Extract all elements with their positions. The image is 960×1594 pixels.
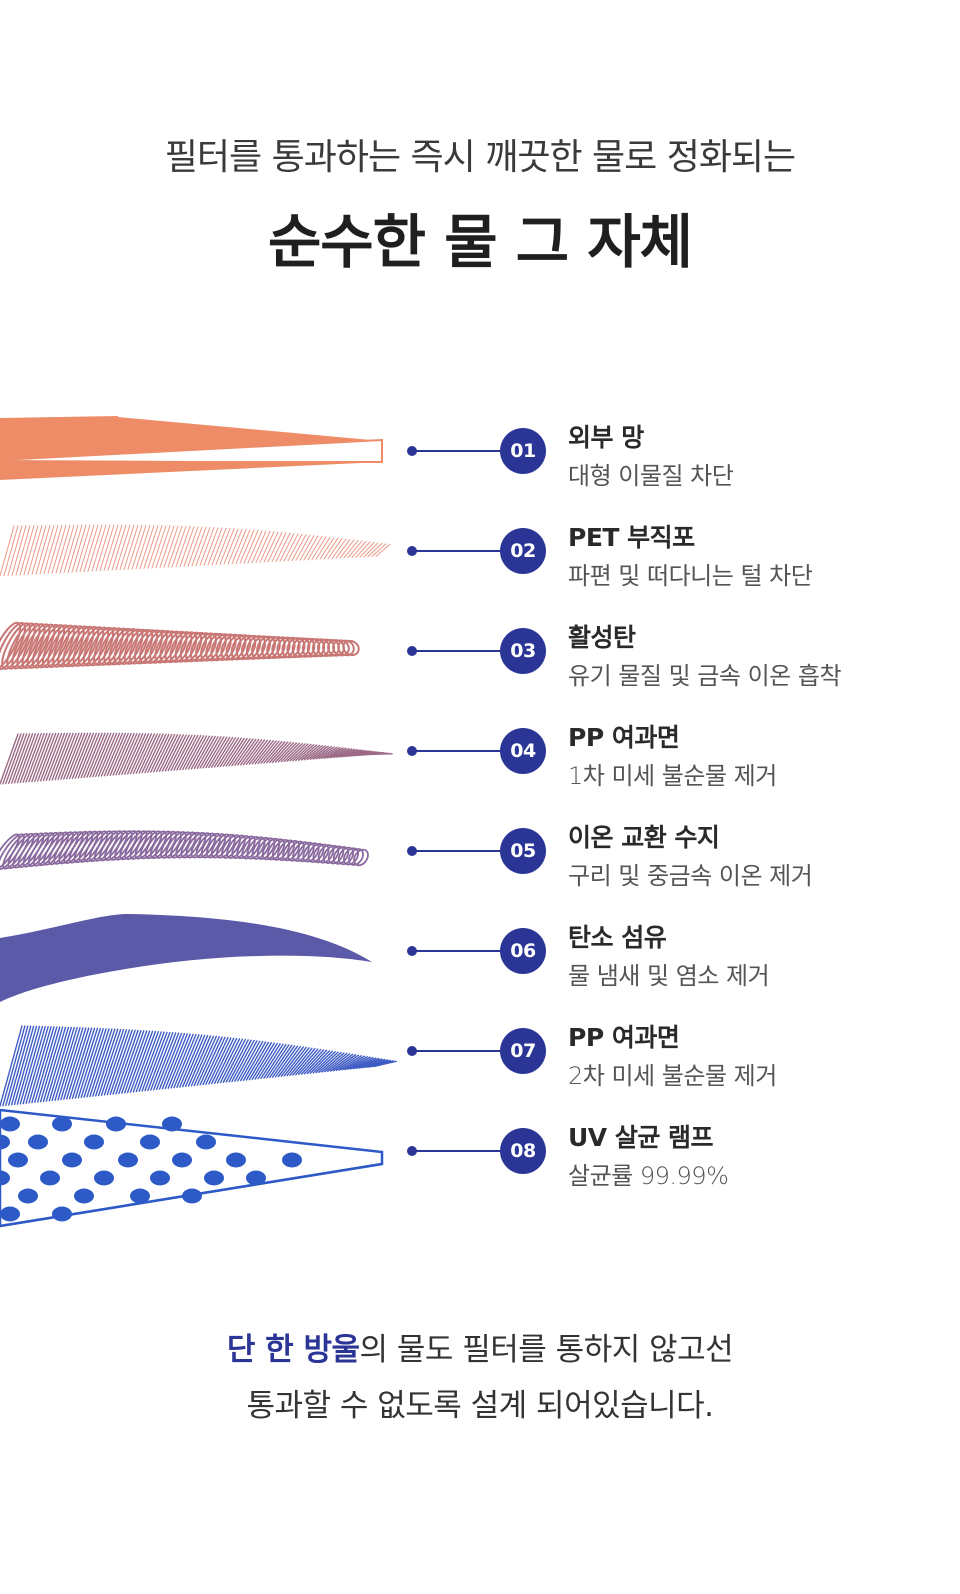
connector-line [414, 550, 514, 552]
step-title: PET 부직포 [568, 523, 695, 552]
step-description: 대형 이물질 차단 [568, 462, 734, 490]
step-number-badge: 01 [500, 428, 546, 474]
filter-step: 04 PP 여과면 1차 미세 불순물 제거 [0, 700, 960, 790]
connector-line [414, 450, 514, 452]
step-title: 외부 망 [568, 423, 644, 452]
layer-pp-cotton-1 [0, 732, 393, 785]
connector-dot [407, 446, 417, 456]
step-title: PP 여과면 [568, 1023, 680, 1052]
step-description: 파편 및 떠다니는 털 차단 [568, 562, 813, 590]
connector-dot [407, 846, 417, 856]
page-subtitle: 필터를 통과하는 즉시 깨끗한 물로 정화되는 [164, 137, 796, 178]
footer-highlight: 단 한 방울 [226, 1332, 360, 1368]
layer-pp-cotton-2 [0, 1025, 397, 1107]
step-number-badge: 08 [500, 1128, 546, 1174]
step-title: UV 살균 램프 [568, 1123, 714, 1152]
step-number-badge: 05 [500, 828, 546, 874]
connector-dot [407, 746, 417, 756]
step-description: 구리 및 중금속 이온 제거 [568, 862, 813, 890]
footer-line-1-rest: 의 물도 필터를 통하지 않고선 [359, 1332, 734, 1368]
step-number-badge: 03 [500, 628, 546, 674]
layer-outer-mesh [0, 415, 383, 480]
layer-pet-nonwoven [0, 524, 391, 577]
connector-dot [407, 646, 417, 656]
step-description: 물 냄새 및 염소 제거 [568, 962, 770, 990]
step-description: 1차 미세 불순물 제거 [568, 762, 777, 790]
filter-step: 07 PP 여과면 2차 미세 불순물 제거 [0, 1000, 960, 1090]
connector-line [414, 950, 514, 952]
step-title: 탄소 섬유 [568, 923, 667, 952]
footer-text: 단 한 방울의 물도 필터를 통하지 않고선 통과할 수 없도록 설계 되어있습… [0, 1322, 960, 1434]
step-number-badge: 07 [500, 1028, 546, 1074]
connector-line [414, 750, 514, 752]
connector-line [414, 1050, 514, 1052]
step-number-badge: 04 [500, 728, 546, 774]
connector-dot [407, 546, 417, 556]
layer-carbon-fiber [0, 914, 372, 1002]
step-number-badge: 02 [500, 528, 546, 574]
connector-dot [407, 1146, 417, 1156]
step-description: 유기 물질 및 금속 이온 흡착 [568, 662, 842, 690]
connector-dot [407, 1046, 417, 1056]
step-number-badge: 06 [500, 928, 546, 974]
connector-line [414, 1150, 514, 1152]
step-title: 이온 교환 수지 [568, 823, 720, 852]
filter-layers-illustration [0, 415, 397, 1228]
footer-line-1: 단 한 방울의 물도 필터를 통하지 않고선 [0, 1322, 960, 1378]
step-title: 활성탄 [568, 623, 636, 652]
step-description: 살균률 99.99% [568, 1162, 729, 1190]
page-title: 순수한 물 그 자체 [267, 208, 693, 276]
step-description: 2차 미세 불순물 제거 [568, 1062, 777, 1090]
layer-uv-lamp [0, 1108, 384, 1228]
footer-line-2: 통과할 수 없도록 설계 되어있습니다. [246, 1388, 714, 1424]
connector-line [414, 850, 514, 852]
connector-line [414, 650, 514, 652]
step-title: PP 여과면 [568, 723, 680, 752]
connector-dot [407, 946, 417, 956]
layer-activated-carbon [0, 621, 360, 671]
layer-ion-exchange-resin [0, 830, 369, 871]
